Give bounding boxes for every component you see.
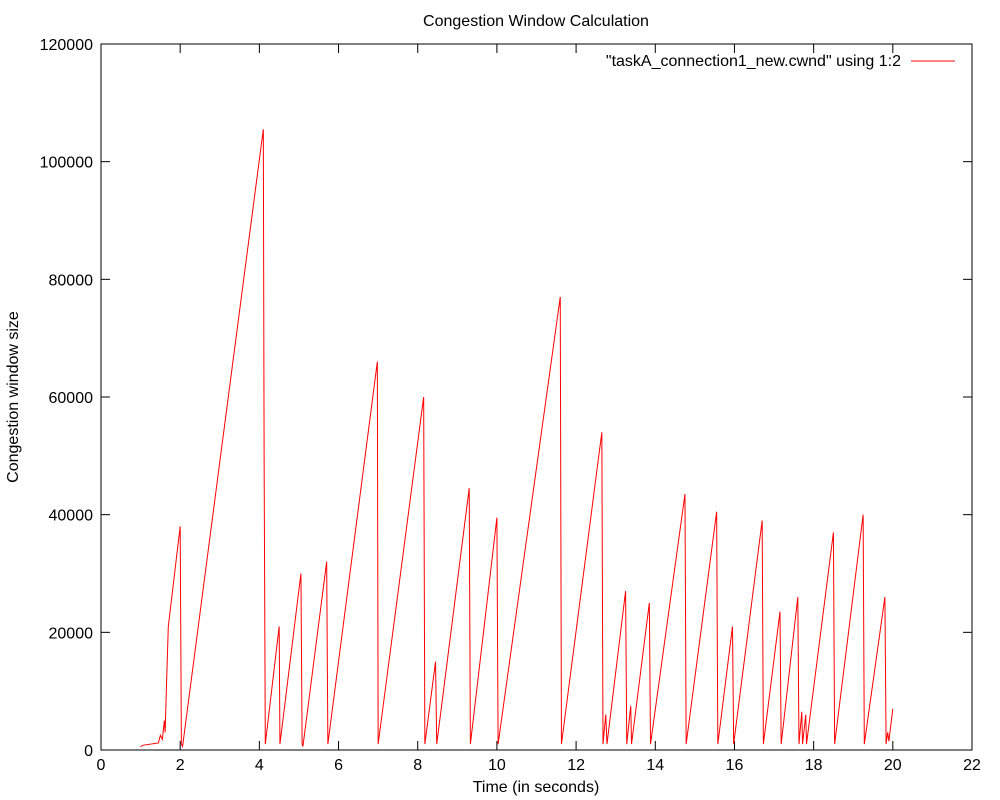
- x-tick-label-6: 12: [567, 757, 585, 774]
- x-tick-label-1: 2: [176, 757, 185, 774]
- y-tick-label-1: 20000: [49, 625, 94, 642]
- x-axis-title: Time (in seconds): [473, 779, 600, 796]
- x-tick-label-5: 10: [488, 757, 506, 774]
- x-tick-label-10: 20: [884, 757, 902, 774]
- chart-title: Congestion Window Calculation: [423, 13, 649, 30]
- x-tick-label-9: 18: [805, 757, 823, 774]
- x-tick-label-0: 0: [97, 757, 106, 774]
- legend-label: "taskA_connection1_new.cwnd" using 1:2: [606, 53, 901, 70]
- plot-frame: [100, 43, 973, 751]
- y-tick-label-6: 120000: [40, 37, 93, 54]
- x-tick-label-3: 6: [334, 757, 343, 774]
- y-axis-title: Congestion window size: [5, 311, 22, 483]
- x-tick-label-4: 8: [413, 757, 422, 774]
- y-tick-label-0: 0: [84, 743, 93, 760]
- tick-labels: 0 2 4 6 8 10 12 14 16 18 20 22 0 20000 40000 60000 80000…: [40, 37, 981, 774]
- axis-ticks: [100, 43, 973, 751]
- x-tick-label-11: 22: [963, 757, 981, 774]
- y-tick-label-2: 40000: [49, 508, 94, 525]
- y-tick-label-3: 60000: [49, 390, 94, 407]
- legend: "taskA_connection1_new.cwnd" using 1:2: [606, 53, 955, 70]
- x-tick-label-7: 14: [646, 757, 664, 774]
- x-tick-label-2: 4: [255, 757, 264, 774]
- x-tick-label-8: 16: [726, 757, 744, 774]
- series-layer: [140, 129, 894, 749]
- series-line-0: [140, 129, 894, 749]
- y-tick-label-4: 80000: [49, 272, 94, 289]
- y-tick-label-5: 100000: [40, 155, 93, 172]
